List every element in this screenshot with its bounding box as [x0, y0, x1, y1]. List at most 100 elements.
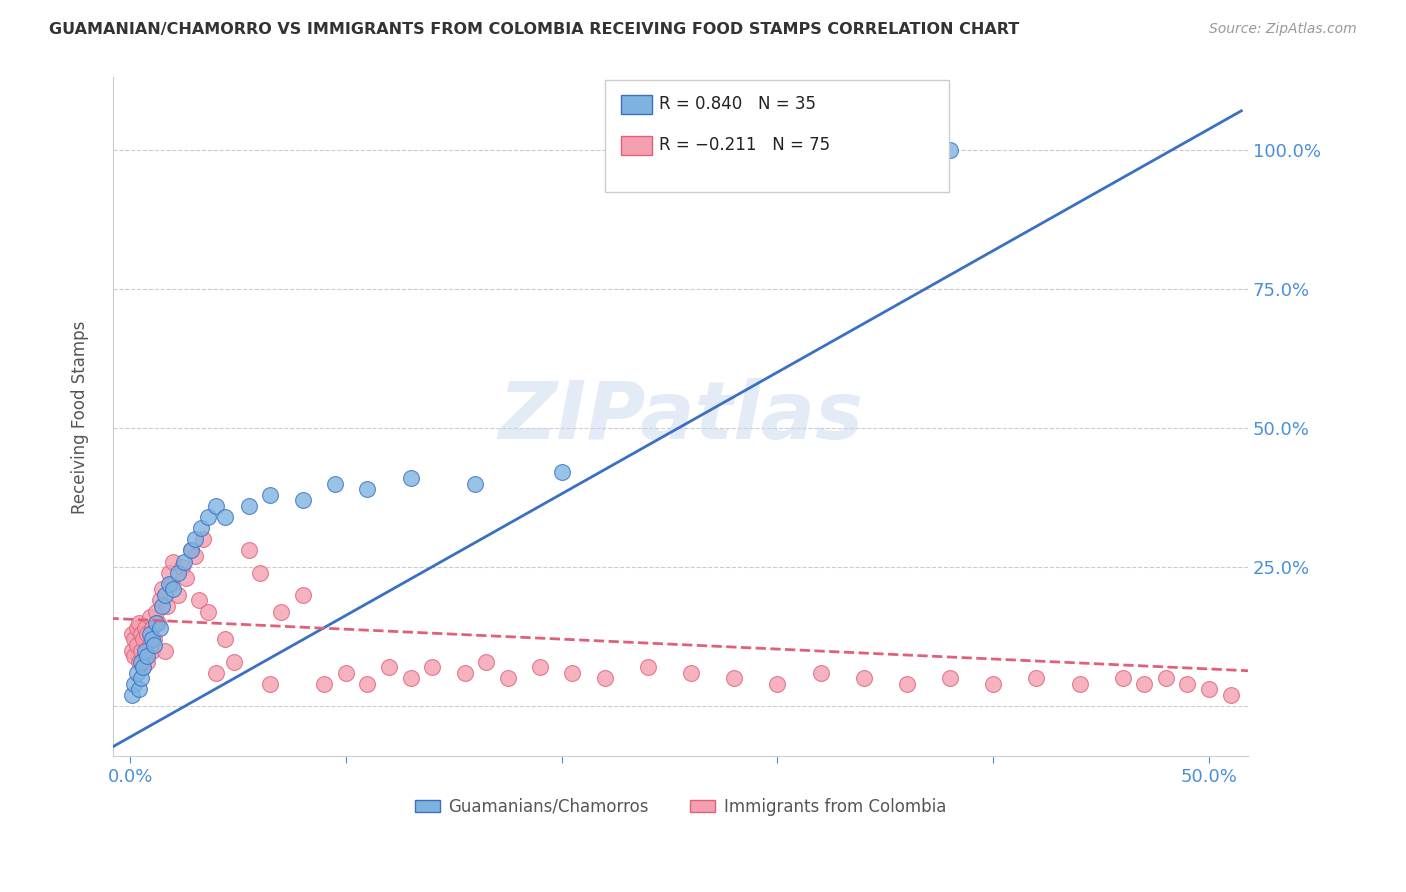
Point — [160, 576, 183, 591]
Point — [190, 521, 212, 535]
Point — [124, 677, 146, 691]
Text: GUAMANIAN/CHAMORRO VS IMMIGRANTS FROM COLOMBIA RECEIVING FOOD STAMPS CORRELATION: GUAMANIAN/CHAMORRO VS IMMIGRANTS FROM CO… — [49, 22, 1019, 37]
Point — [142, 632, 165, 647]
Point — [136, 627, 159, 641]
Point — [214, 632, 236, 647]
Point — [184, 533, 207, 547]
Point — [129, 655, 152, 669]
Point — [496, 671, 519, 685]
Point — [335, 665, 357, 680]
Point — [529, 660, 551, 674]
Point — [291, 493, 314, 508]
Point — [852, 671, 875, 685]
Point — [141, 621, 163, 635]
Point — [1177, 677, 1199, 691]
Point — [981, 677, 1004, 691]
Point — [149, 621, 172, 635]
Point — [356, 677, 378, 691]
Point — [561, 665, 583, 680]
Point — [238, 543, 260, 558]
Point — [157, 576, 180, 591]
Point — [464, 476, 486, 491]
Point — [121, 627, 143, 641]
Point — [146, 615, 169, 630]
Point — [356, 482, 378, 496]
Point — [152, 582, 174, 597]
Point — [173, 555, 195, 569]
Point — [138, 638, 160, 652]
Point — [1111, 671, 1133, 685]
Point — [157, 566, 180, 580]
Point — [129, 627, 152, 641]
Point — [132, 632, 155, 647]
Point — [141, 643, 163, 657]
Point — [939, 671, 962, 685]
Point — [259, 677, 281, 691]
Point — [162, 582, 184, 597]
Point — [121, 688, 143, 702]
Point — [162, 555, 184, 569]
Point — [810, 665, 832, 680]
Point — [197, 510, 219, 524]
Point — [259, 488, 281, 502]
Text: Source: ZipAtlas.com: Source: ZipAtlas.com — [1209, 22, 1357, 37]
Point — [270, 605, 292, 619]
Point — [136, 655, 159, 669]
Point — [180, 543, 202, 558]
Point — [205, 499, 228, 513]
Point — [129, 671, 152, 685]
Point — [1133, 677, 1156, 691]
Y-axis label: Receiving Food Stamps: Receiving Food Stamps — [72, 320, 89, 514]
Point — [134, 621, 156, 635]
Point — [142, 638, 165, 652]
Point — [766, 677, 789, 691]
Point — [896, 677, 918, 691]
Point — [249, 566, 271, 580]
Legend: Guamanians/Chamorros, Immigrants from Colombia: Guamanians/Chamorros, Immigrants from Co… — [408, 791, 953, 822]
Point — [214, 510, 236, 524]
Point — [222, 655, 245, 669]
Text: R = −0.211   N = 75: R = −0.211 N = 75 — [659, 136, 831, 154]
Point — [125, 665, 148, 680]
Point — [184, 549, 207, 563]
Point — [166, 566, 188, 580]
Point — [314, 677, 336, 691]
Point — [420, 660, 443, 674]
Point — [125, 621, 148, 635]
Point — [681, 665, 703, 680]
Point — [128, 655, 150, 669]
Point — [453, 665, 475, 680]
Point — [1025, 671, 1047, 685]
Point — [205, 665, 228, 680]
Point — [1069, 677, 1091, 691]
Point — [128, 615, 150, 630]
Point — [152, 599, 174, 613]
Point — [132, 660, 155, 674]
Point — [197, 605, 219, 619]
Point — [180, 543, 202, 558]
Point — [550, 466, 572, 480]
Point — [138, 627, 160, 641]
Point — [637, 660, 659, 674]
Point — [166, 588, 188, 602]
Point — [1198, 682, 1220, 697]
Point — [593, 671, 616, 685]
Point — [170, 560, 193, 574]
Text: ZIPatlas: ZIPatlas — [498, 378, 863, 456]
Point — [128, 682, 150, 697]
Point — [723, 671, 745, 685]
Point — [153, 588, 176, 602]
Point — [399, 471, 422, 485]
Point — [238, 499, 260, 513]
Point — [291, 588, 314, 602]
Point — [149, 593, 172, 607]
Point — [156, 599, 179, 613]
Point — [153, 643, 176, 657]
Point — [124, 632, 146, 647]
Point — [475, 655, 498, 669]
Point — [939, 143, 962, 157]
Point — [121, 643, 143, 657]
Point — [145, 605, 167, 619]
Text: R = 0.840   N = 35: R = 0.840 N = 35 — [659, 95, 817, 113]
Point — [138, 610, 160, 624]
